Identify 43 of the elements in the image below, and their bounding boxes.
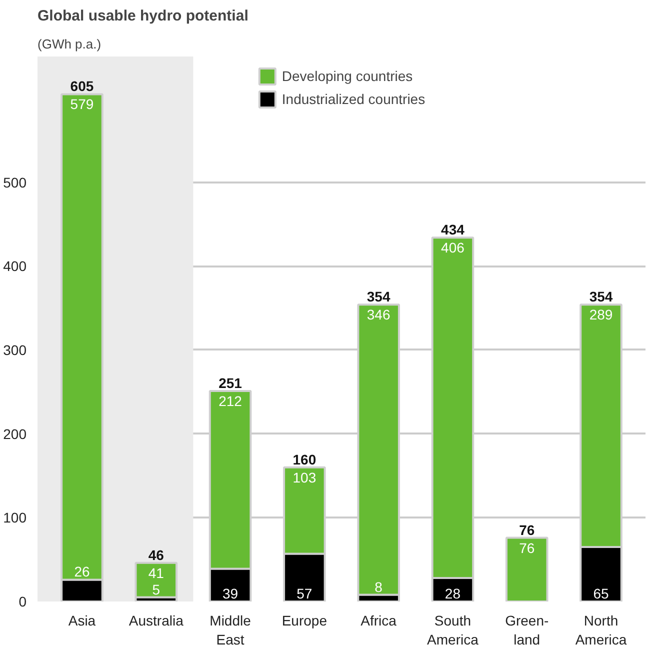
bar (505, 536, 548, 602)
data-label: 8 (374, 578, 383, 595)
y-tick-label: 500 (3, 174, 27, 190)
x-tick-label: Middle East (210, 612, 252, 648)
data-label: 39 (222, 586, 238, 602)
x-tick-label: Green- land (505, 612, 549, 648)
total-label: 76 (519, 522, 535, 538)
x-tick-label: Australia (128, 612, 184, 628)
x-tick-label: North America (575, 612, 627, 648)
data-label: 346 (366, 306, 390, 323)
chart-title: Global usable hydro potential (38, 8, 248, 24)
total-label: 354 (589, 288, 613, 305)
total-label: 46 (148, 546, 164, 563)
data-label: 289 (589, 306, 613, 323)
bar (134, 562, 178, 598)
data-label: 28 (444, 586, 461, 602)
data-label: 41 (148, 564, 164, 581)
y-tick-label: 300 (3, 342, 27, 358)
y-tick-label: 0 (18, 594, 27, 610)
data-label: 57 (296, 586, 312, 602)
data-label: 76 (519, 540, 535, 556)
legend-label: Developing countries (282, 68, 413, 84)
data-label: 5 (152, 581, 160, 598)
data-label: 212 (218, 393, 242, 410)
data-label: 579 (70, 96, 94, 112)
y-tick-label: 100 (3, 510, 27, 526)
x-tick-label: Europe (282, 612, 328, 628)
x-tick-label: South America (427, 612, 479, 648)
data-label: 65 (593, 586, 610, 602)
total-label: 251 (218, 375, 242, 392)
x-tick-label: Africa (360, 612, 397, 628)
x-tick-label: Asia (68, 612, 96, 628)
y-tick-label: 400 (3, 258, 27, 274)
y-tick-label: 200 (3, 426, 27, 442)
data-label: 103 (292, 469, 316, 486)
legend-label: Industrialized countries (282, 91, 426, 107)
total-label: 160 (292, 451, 316, 468)
total-label: 354 (366, 288, 390, 305)
data-label: 26 (74, 564, 90, 580)
chart-subtitle: (GWh p.a.) (38, 36, 102, 52)
total-label: 434 (441, 222, 465, 238)
data-label: 406 (441, 240, 465, 256)
total-label: 605 (70, 78, 94, 94)
